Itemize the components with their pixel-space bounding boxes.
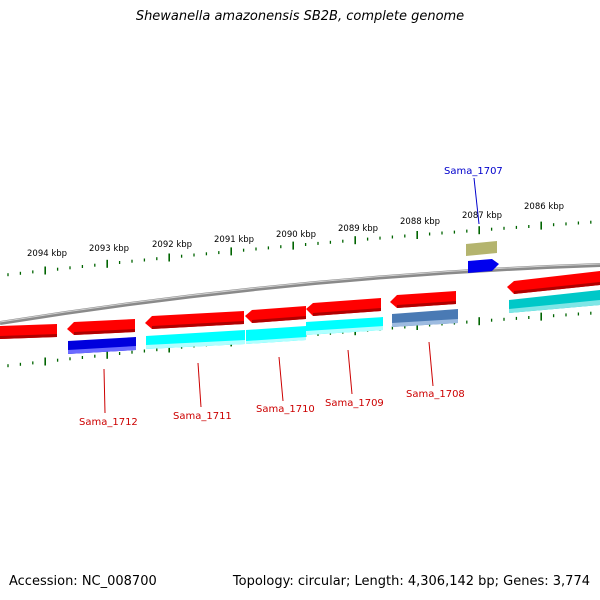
kbp-label: 2087 kbp — [462, 211, 502, 221]
kbp-label: 2094 kbp — [27, 249, 67, 259]
gene-label[interactable]: Sama_1710 — [256, 404, 315, 415]
gene-shade — [397, 301, 456, 308]
gene-shade — [74, 329, 135, 335]
leader-lines — [103, 177, 480, 414]
gene-shade — [146, 340, 245, 349]
genome-backbone-highlight — [0, 263, 600, 323]
gene-shade — [306, 326, 383, 335]
gene-label[interactable]: Sama_1708 — [406, 389, 465, 400]
gene-label[interactable]: Sama_1711 — [173, 411, 232, 422]
gene-shade — [313, 308, 381, 316]
gene-arrow[interactable] — [507, 271, 600, 294]
gene-box[interactable] — [466, 241, 497, 256]
accession-text: Accession: NC_008700 — [9, 574, 157, 589]
kbp-label: 2093 kbp — [89, 244, 129, 254]
outer-tick-row — [7, 220, 592, 277]
gene-shade — [152, 321, 244, 329]
kbp-label-group: 2094 kbp 2093 kbp 2092 kbp 2091 kbp 2090… — [27, 202, 564, 259]
gene-shade — [252, 316, 306, 323]
kbp-label: 2092 kbp — [152, 240, 192, 250]
genome-backbone — [0, 263, 600, 325]
category-genes — [68, 241, 600, 354]
kbp-label: 2090 kbp — [276, 230, 316, 240]
genome-stats-text: Topology: circular; Length: 4,306,142 bp… — [232, 574, 590, 589]
gene-label[interactable]: Sama_1709 — [325, 398, 384, 409]
gene-label[interactable]: Sama_1707 — [444, 166, 503, 177]
gene-shade — [246, 337, 306, 344]
gene-arrow[interactable] — [468, 259, 499, 273]
kbp-label: 2088 kbp — [400, 217, 440, 227]
gene-shade — [68, 346, 136, 354]
gene-shade — [509, 300, 600, 313]
gene-shade — [0, 334, 57, 339]
gene-shade — [392, 319, 458, 327]
map-title: Shewanella amazonensis SB2B, complete ge… — [135, 9, 465, 24]
gene-shade — [514, 282, 600, 294]
kbp-label: 2089 kbp — [338, 224, 378, 234]
kbp-label: 2086 kbp — [524, 202, 564, 212]
kbp-label: 2091 kbp — [214, 235, 254, 245]
gene-label[interactable]: Sama_1712 — [79, 417, 138, 428]
forward-strand-genes — [0, 271, 600, 339]
gene-labels: Sama_1712 Sama_1711 Sama_1710 Sama_1709 … — [79, 166, 503, 428]
